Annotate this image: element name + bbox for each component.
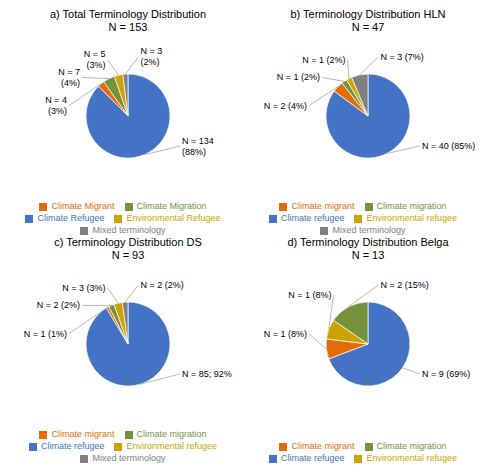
svg-text:N = 2 (2%): N = 2 (2%) bbox=[37, 300, 80, 310]
svg-text:N = 40 (85%): N = 40 (85%) bbox=[422, 141, 475, 151]
svg-text:N = 2 (15%): N = 2 (15%) bbox=[380, 280, 428, 290]
svg-text:N = 3 (7%): N = 3 (7%) bbox=[380, 52, 423, 62]
svg-text:N = 1 (2%): N = 1 (2%) bbox=[277, 72, 320, 82]
html-text:Climate Migrant: Climate Migrant bbox=[51, 201, 115, 211]
html-text:Environmental refugee: Environmental refugee bbox=[126, 441, 217, 451]
svg-text:N = 85; 92%: N = 85; 92% bbox=[182, 369, 232, 379]
html-text:Climate migration: Climate migration bbox=[136, 429, 207, 439]
html-text:Climate refugee: Climate refugee bbox=[280, 453, 345, 463]
html-text:c) Terminology Distribution DS: c) Terminology Distribution DS N = 93 bbox=[54, 236, 202, 261]
html-text:b) Terminology Distribution HL: b) Terminology Distribution HLN N = 47 bbox=[290, 8, 446, 33]
svg-text:N = 1 (8%): N = 1 (8%) bbox=[288, 290, 331, 300]
svg-text:N = 134(88%): N = 134(88%) bbox=[182, 136, 214, 157]
html-text:d) Terminology Distribution Be: d) Terminology Distribution Belga N = 13 bbox=[287, 236, 449, 261]
html-text:Mixed terminology: Mixed terminology bbox=[92, 453, 166, 463]
svg-text:N = 4(3%): N = 4(3%) bbox=[45, 95, 67, 116]
svg-text:N = 3(2%): N = 3(2%) bbox=[140, 46, 162, 67]
svg-text:N = 2 (4%): N = 2 (4%) bbox=[264, 101, 307, 111]
html-text:Climate refugee: Climate refugee bbox=[280, 213, 345, 223]
svg-text:N = 1 (8%): N = 1 (8%) bbox=[264, 329, 307, 339]
svg-text:N = 1 (2%): N = 1 (2%) bbox=[302, 55, 345, 65]
html-text:Mixed terminology: Mixed terminology bbox=[92, 225, 166, 235]
html-text:Climate refugee: Climate refugee bbox=[40, 441, 105, 451]
html-text:Environmental refugee: Environmental refugee bbox=[366, 453, 457, 463]
html-text:a) Total Terminology Distribut: a) Total Terminology Distribution N = 15… bbox=[49, 8, 207, 33]
html-text:Climate Refugee: Climate Refugee bbox=[37, 213, 105, 223]
html-text:Climate migration: Climate migration bbox=[376, 201, 447, 211]
html-text:Climate migrant: Climate migrant bbox=[291, 201, 355, 211]
svg-text:N = 9 (69%): N = 9 (69%) bbox=[422, 369, 470, 379]
html-text:Climate migrant: Climate migrant bbox=[51, 429, 115, 439]
html-text:Environmental refugee: Environmental refugee bbox=[366, 213, 457, 223]
svg-text:N = 1 (1%): N = 1 (1%) bbox=[24, 329, 67, 339]
html-text:Environmental Refugee: Environmental Refugee bbox=[126, 213, 221, 223]
html-text:Climate migrant: Climate migrant bbox=[291, 441, 355, 451]
html-text:Mixed terminology: Mixed terminology bbox=[332, 225, 406, 235]
svg-text:N = 2 (2%): N = 2 (2%) bbox=[140, 280, 183, 290]
html-text:Climate Migration: Climate Migration bbox=[136, 201, 207, 211]
svg-text:N = 7(4%): N = 7(4%) bbox=[58, 67, 80, 88]
svg-text:N = 3 (3%): N = 3 (3%) bbox=[62, 283, 105, 293]
html-text:Climate migration: Climate migration bbox=[376, 441, 447, 451]
svg-text:N = 5(3%): N = 5(3%) bbox=[84, 49, 106, 70]
